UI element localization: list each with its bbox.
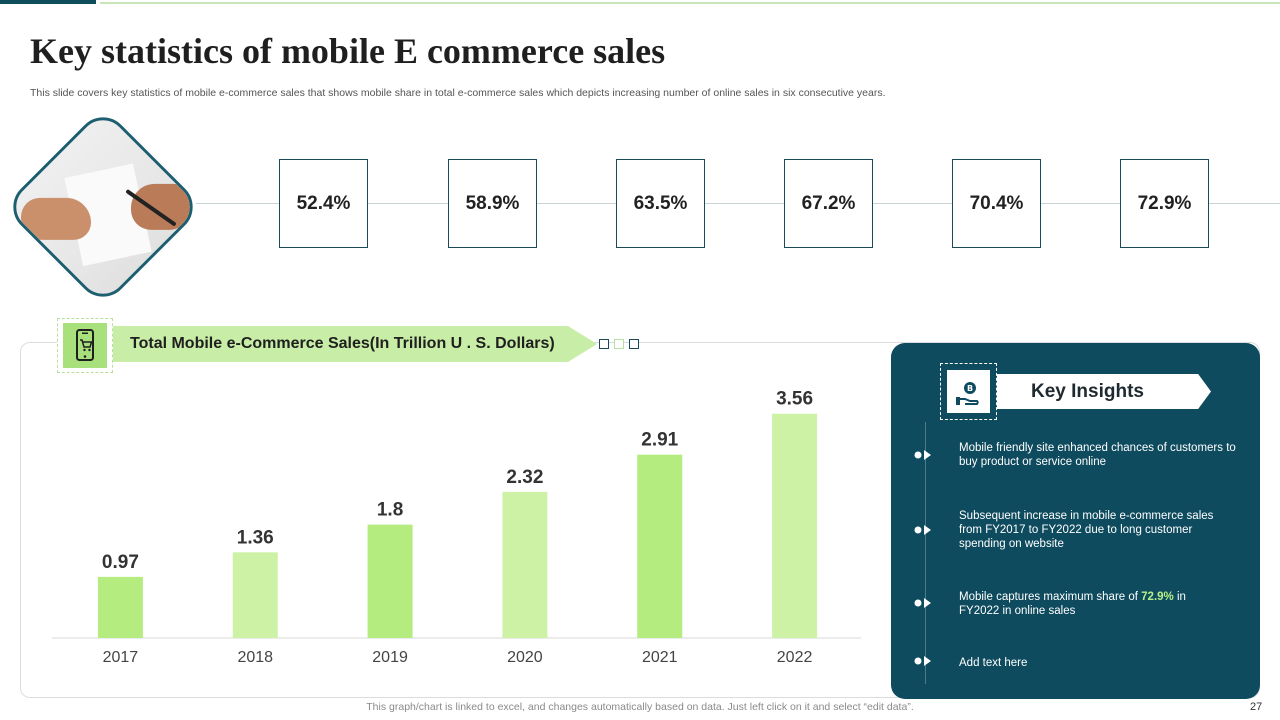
data-label-2019: 1.8 (377, 500, 403, 521)
x-tick-label-2021: 2021 (642, 649, 678, 666)
share-box-2019: 63.5% (616, 159, 705, 248)
bullet-icon (914, 450, 931, 460)
data-label-2018: 1.36 (237, 527, 274, 548)
decor-square (629, 339, 639, 349)
share-box-2022: 72.9% (1120, 159, 1209, 248)
insight-item-3: Mobile captures maximum share of 72.9% i… (959, 591, 1186, 617)
bullet-icon (914, 656, 931, 666)
x-tick-label-2018: 2018 (237, 649, 273, 666)
data-label-2017: 0.97 (102, 552, 139, 573)
svg-text:B: B (966, 384, 972, 393)
x-tick-label-2022: 2022 (777, 649, 813, 666)
x-tick-label-2020: 2020 (507, 649, 543, 666)
top-accent-bar (0, 0, 96, 4)
bullet-icon (914, 598, 931, 608)
share-box-2021: 70.4% (952, 159, 1041, 248)
phone-cart-icon (57, 318, 113, 373)
share-box-2020: 67.2% (784, 159, 873, 248)
bar-2020 (502, 491, 548, 638)
insight-item-1: Mobile friendly site enhanced chances of… (959, 442, 1236, 468)
bar-2017 (97, 576, 143, 638)
insights-heading: Key Insights (997, 374, 1211, 409)
insight-item-2: Subsequent increase in mobile e-commerce… (959, 510, 1214, 550)
share-box-2017: 52.4% (279, 159, 368, 248)
x-tick-label-2017: 2017 (103, 649, 139, 666)
page-number: 27 (1250, 701, 1263, 713)
bar-2021 (637, 454, 683, 638)
footer-note: This graph/chart is linked to excel, and… (366, 701, 914, 713)
decor-square (599, 339, 609, 349)
page-subtitle: This slide covers key statistics of mobi… (30, 87, 886, 99)
page-title: Key statistics of mobile E commerce sale… (30, 31, 666, 71)
insight-item-4: Add text here (959, 657, 1028, 669)
bar-2018 (232, 552, 278, 638)
data-label-2020: 2.32 (506, 467, 543, 488)
share-connector-line (196, 203, 1280, 204)
chart-title-banner: Total Mobile e-Commerce Sales(In Trillio… (113, 326, 597, 362)
bullet-icon (914, 525, 931, 535)
x-tick-label-2019: 2019 (372, 649, 408, 666)
data-label-2021: 2.91 (641, 430, 678, 451)
top-divider (100, 2, 1280, 4)
insight-highlight: 72.9% (1141, 591, 1174, 603)
data-label-2022: 3.56 (776, 389, 813, 410)
insights-timeline (925, 422, 926, 684)
bar-2019 (367, 524, 413, 638)
share-box-2018: 58.9% (448, 159, 537, 248)
bar-2022 (772, 413, 818, 638)
decor-square (614, 339, 624, 349)
bitcoin-hand-icon: B (940, 363, 997, 420)
